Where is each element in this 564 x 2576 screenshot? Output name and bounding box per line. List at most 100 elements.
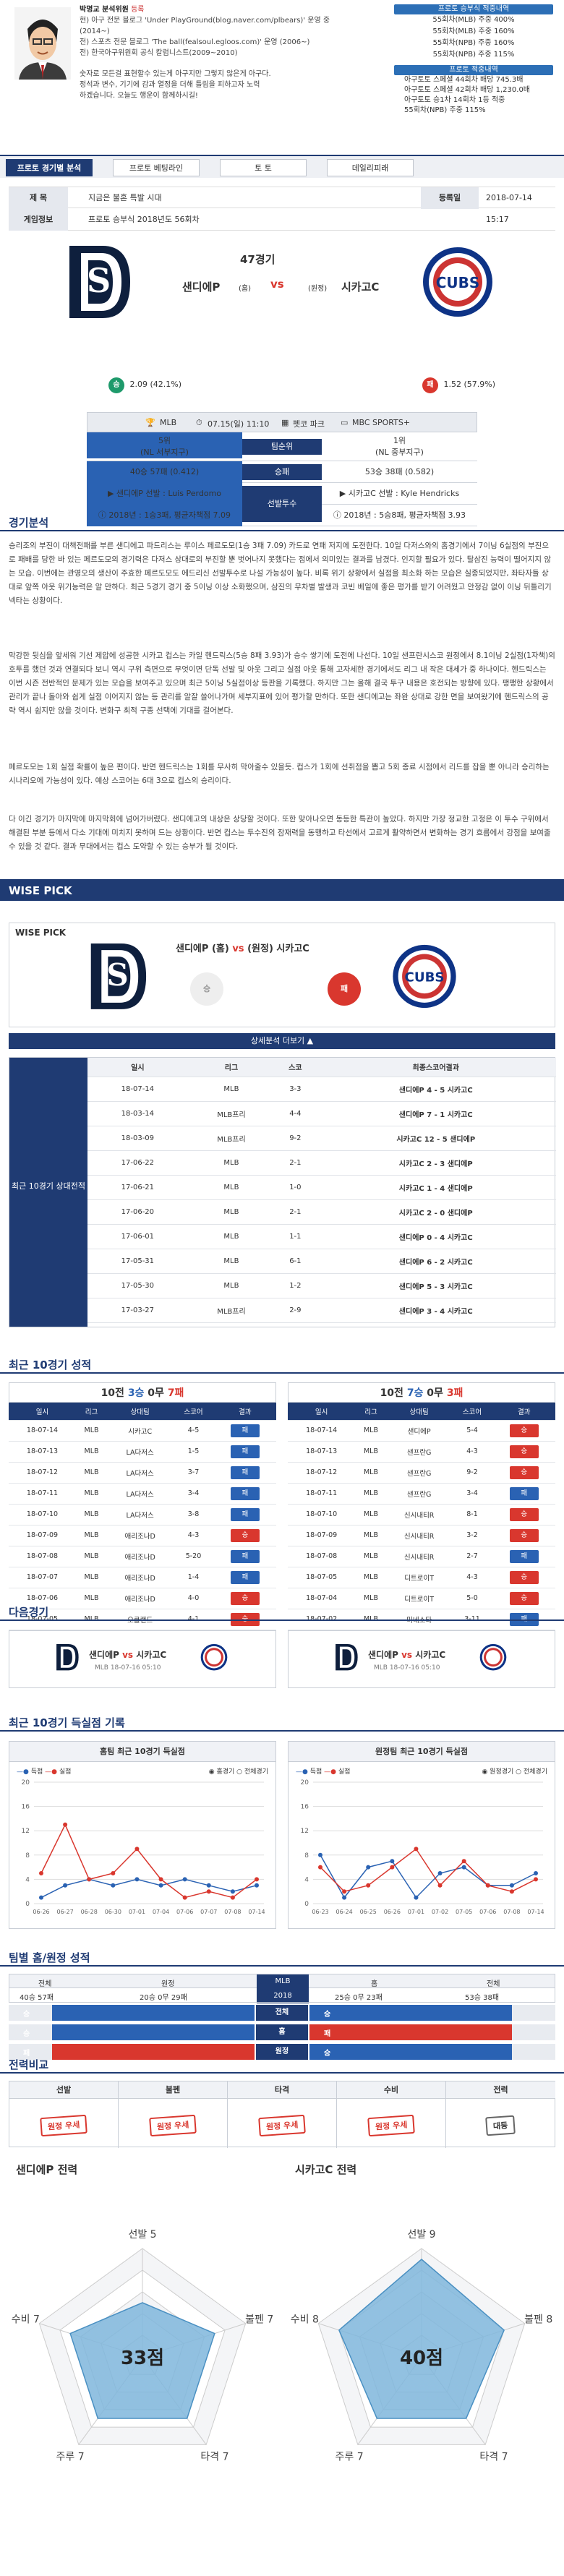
radar-title: 샌디에P 전력 xyxy=(16,2163,78,2176)
h2h-row: 18-07-14 MLB 3-3 샌디에P 4 - 5 시카고C xyxy=(87,1077,556,1102)
chart-radio[interactable]: ◉ 원정경기 ○ 전체경기 xyxy=(482,1768,547,1776)
section-title: 최근 10경기 득실점 기록 xyxy=(9,1716,125,1729)
recent-cell: 신시내티R xyxy=(386,1546,452,1567)
tab-proto-analysis[interactable]: 프로토 경기별 분석 xyxy=(6,159,93,176)
bio-line: 전) 스포츠 전문 블로그 'The ball(fealsoul.egloos.… xyxy=(80,38,310,46)
homeaway-table: 전체 원정 MLB 2018 홈 전체 40승 57패 20승 0무 29패 25… xyxy=(9,1974,555,2061)
recent-cell: 승 xyxy=(213,1525,276,1546)
result-badge: 승 xyxy=(509,1424,539,1437)
y-tick-label: 12 xyxy=(301,1828,309,1835)
recent-cell: MLB xyxy=(355,1525,387,1546)
col: 리그 xyxy=(75,1403,108,1421)
h2h-cell: 17-03-27 xyxy=(87,1298,188,1323)
recent-cell: MLB xyxy=(355,1567,387,1588)
wise-vs: vs xyxy=(232,943,244,954)
recent-cell: MLB xyxy=(355,1441,387,1463)
away-lose-badge: 패 xyxy=(422,377,438,393)
next-game-away[interactable]: 샌디에P vs 시카고C MLB 18-07-16 05:10 xyxy=(288,1630,555,1688)
ha-center: 전체 xyxy=(256,2005,308,2021)
y-tick-label: 16 xyxy=(22,1804,30,1811)
recent-cell: 4-3 xyxy=(173,1525,214,1546)
x-tick-label: 07-01 xyxy=(129,1909,145,1915)
x-tick-label: 07-05 xyxy=(456,1909,472,1915)
recent-cell: 패 xyxy=(213,1567,276,1588)
away-record: 53승 38패 (0.582) xyxy=(364,467,435,476)
series-line xyxy=(320,1848,537,1893)
data-point xyxy=(87,1877,92,1882)
svg-text:S: S xyxy=(107,957,129,993)
ha-col: 전체 xyxy=(38,1980,52,1988)
result-badge: 패 xyxy=(230,1465,260,1479)
recent-cell: 승 xyxy=(213,1588,276,1609)
losses: 3패 xyxy=(446,1387,463,1399)
vs-label: vs xyxy=(270,278,284,291)
data-point xyxy=(342,1895,347,1900)
data-point xyxy=(134,1847,140,1852)
broadcast: MBC SPORTS+ xyxy=(352,418,411,427)
recent-cell: 샌프란G xyxy=(386,1441,452,1463)
section-wise: WISE PICK xyxy=(0,879,564,901)
recent-cell: 4-5 xyxy=(173,1420,214,1442)
away-recent-title: 10전 7승 0무 3패 xyxy=(288,1382,555,1403)
recent-cell: MLB xyxy=(355,1609,387,1630)
section-homeaway: 팀별 홈/원정 성적 xyxy=(0,1945,564,1967)
recent-row: 18-07-11 MLB LA다저스 3-4 패 xyxy=(9,1483,276,1505)
h2h-cell: 17-06-21 xyxy=(87,1175,188,1200)
h2h-row: 17-03-27 MLB프리 2-9 샌디에P 3 - 4 시카고C xyxy=(87,1298,556,1323)
h2h-cell: 2-1 xyxy=(275,1150,316,1176)
recent-cell: 애리조나D xyxy=(107,1588,174,1609)
radio-item[interactable]: 전체경기 xyxy=(523,1768,547,1776)
data-point xyxy=(158,1883,163,1888)
h2h-cell: 샌디에P 0 - 4 시카고C xyxy=(315,1224,556,1249)
next-game-home[interactable]: 샌디에P vs 시카고C MLB 18-07-16 05:10 xyxy=(9,1630,276,1688)
venue: 펫코 파크 xyxy=(293,419,325,429)
next-info: MLB 18-07-16 05:10 xyxy=(95,1664,161,1672)
compare-col: 수비 xyxy=(337,2081,445,2099)
recent-row: 18-07-04 MLB 디트로이T 5-0 승 xyxy=(288,1588,555,1609)
tab-daily-pick[interactable]: 데일리피래 xyxy=(327,159,414,176)
author-panel: 박명교 분석위원 등록 현) 아구 전문 블로그 'Under PlayGrou… xyxy=(0,0,564,148)
h2h-cell: 9-2 xyxy=(275,1126,316,1151)
radio-item[interactable]: 전체경기 xyxy=(244,1768,268,1776)
recent-cell: 애리조나D xyxy=(107,1546,174,1567)
detail-toggle-button[interactable]: 상세분석 더보기 ▲ xyxy=(9,1033,555,1049)
result-badge: 패 xyxy=(230,1570,260,1584)
result-badge: 패 xyxy=(230,1549,260,1563)
h2h-cell: 18-07-14 xyxy=(87,1077,188,1102)
h2h-cell: 18-03-14 xyxy=(87,1101,188,1126)
recent-cell: 18-07-05 xyxy=(9,1609,76,1630)
result-badge: 승 xyxy=(230,1528,260,1542)
wise-home: 샌디에P xyxy=(176,943,209,954)
recent-cell: 1-4 xyxy=(173,1567,214,1588)
stat-row-pitcher: ▶ 샌디에P 선발 : Luis Perdomo 선발투수 ▶ 시카고C 선발 … xyxy=(87,483,477,522)
radar-label: 수비 7 xyxy=(12,2314,40,2325)
analysis-para-3: 페르도모는 1회 실점 확률이 높은 편이다. 반면 헨드릭스는 1회를 무사히… xyxy=(9,763,550,785)
h2h-cell: 샌디에P 3 - 4 시카고C xyxy=(315,1298,556,1323)
radio-item[interactable]: 홈경기 xyxy=(216,1768,235,1776)
tab-bar: 프로토 경기별 분석 프로토 베팅라인 토 토 데일리피래 xyxy=(0,155,564,178)
home-score-chart: 홈팀 최근 10경기 득실점 —● 득점 —● 실점 ◉ 홈경기 ○ 전체경기 … xyxy=(9,1741,276,1929)
ha-left-bar: 패 xyxy=(9,2044,255,2060)
tab-proto-betline[interactable]: 프로토 베팅라인 xyxy=(113,159,200,176)
x-tick-label: 06-27 xyxy=(56,1909,73,1915)
chart-radio[interactable]: ◉ 홈경기 ○ 전체경기 xyxy=(208,1768,268,1776)
stat-row-pitcher-stats: ⓘ 2018년 : 1승3패, 평균자책점 7.09 ⓘ 2018년 : 5승8… xyxy=(87,505,477,526)
data-point xyxy=(39,1895,43,1900)
chart-title: 홈팀 최근 10경기 득실점 xyxy=(9,1742,275,1762)
records-header: 프로토 승부식 적중내역 xyxy=(394,4,553,14)
compare-stamp: 원정 우세 xyxy=(149,2114,197,2137)
ha-right-bar: 승 xyxy=(309,2044,555,2060)
recent-row: 18-07-13 MLB LA다저스 1-5 패 xyxy=(9,1441,276,1463)
match-time: 07.15(일) 11:10 xyxy=(208,419,270,429)
home-pitcher-stats: ⓘ 2018년 : 1승3패, 평균자책점 7.09 xyxy=(87,505,242,526)
recent-cell: 디트로이T xyxy=(386,1567,452,1588)
radar-label: 불펜 7 xyxy=(245,2314,273,2325)
recent-cell: 18-07-09 xyxy=(288,1525,356,1546)
tab-toto[interactable]: 토 토 xyxy=(220,159,307,176)
h2h-col: 일시 xyxy=(87,1058,188,1077)
h2h-row: 17-05-30 MLB 1-2 샌디에P 5 - 3 시카고C xyxy=(87,1273,556,1298)
recent-cell: MLB xyxy=(75,1420,108,1442)
radio-item[interactable]: 원정경기 xyxy=(490,1768,514,1776)
series-line xyxy=(40,1823,257,1899)
col: 상대팀 xyxy=(386,1403,452,1421)
